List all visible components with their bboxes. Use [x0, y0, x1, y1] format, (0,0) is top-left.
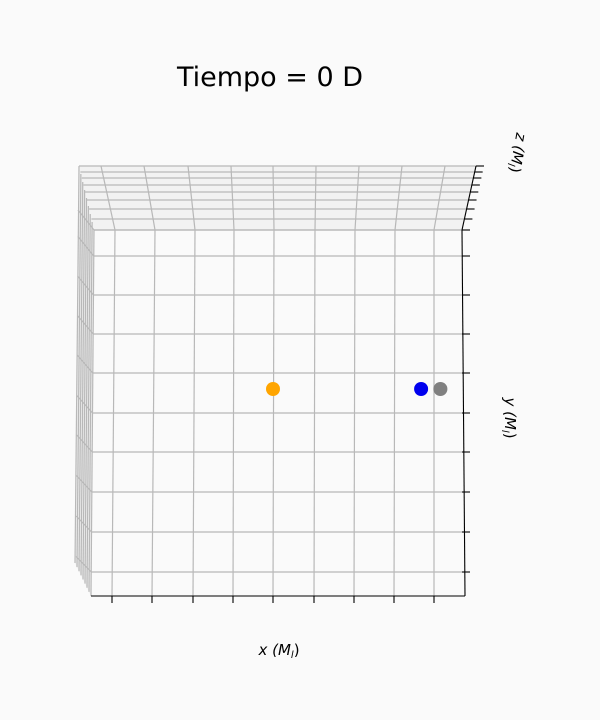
data-point-0-0 [266, 382, 280, 396]
grid-line-side-h-7 [75, 475, 93, 493]
y-axis-label-sub: l [499, 430, 510, 433]
grid-line-v-4 [272, 229, 275, 597]
z-axis-label-sub: l [505, 162, 516, 167]
z-axis-label-close: ) [506, 165, 525, 174]
grid-line-v-3 [232, 229, 235, 597]
grid-line-side-h-5 [76, 395, 93, 414]
z-axis-line [461, 165, 477, 231]
grid-line-side-h-8 [75, 515, 93, 533]
grid-line-v-5 [313, 229, 316, 597]
grid-line-side-h-0 [77, 209, 95, 231]
axis-ticks [111, 165, 484, 603]
data-points [266, 382, 448, 396]
grid-line-side-5 [84, 205, 89, 584]
grid-line-side-2 [78, 181, 84, 572]
data-point-1-0 [414, 382, 429, 396]
grid-line-side-h-9 [75, 556, 92, 573]
grid-line-side-h-3 [76, 315, 94, 335]
grid-line-v-1 [151, 229, 156, 597]
x-axis-label: x (Ml) [257, 641, 299, 661]
grid-line-side-h-4 [76, 354, 94, 374]
grid-line-v-7 [393, 229, 396, 597]
z-axis-label-text: z (M [507, 131, 530, 166]
grid-line-v-6 [353, 229, 356, 597]
x-axis-label-text: x (M [257, 641, 290, 659]
grid-line-v-0 [111, 229, 116, 597]
y-axis-label-text: y (M [501, 396, 519, 429]
grid-line-v-2 [192, 229, 196, 597]
grid-line-side-h-6 [76, 434, 93, 453]
grid-line-side-0 [74, 165, 80, 564]
y-axis-label: y (Ml) [499, 396, 519, 438]
grid-line-side-h-2 [77, 275, 94, 296]
gridlines [74, 165, 476, 597]
grid-line-side-h-1 [77, 236, 95, 257]
x-axis-label-sub: l [291, 650, 294, 661]
chart-title: Tiempo = 0 D [176, 62, 363, 93]
y-axis-label-close: ) [501, 433, 519, 439]
x-axis-label-close: ) [294, 641, 300, 659]
grid-line-side-3 [80, 189, 86, 576]
data-point-2-0 [433, 382, 448, 396]
grid-line-side-6 [86, 213, 91, 588]
back-pane [79, 166, 476, 230]
grid-line-side-4 [82, 197, 88, 580]
z-axis-label: z (Ml) [504, 130, 531, 174]
